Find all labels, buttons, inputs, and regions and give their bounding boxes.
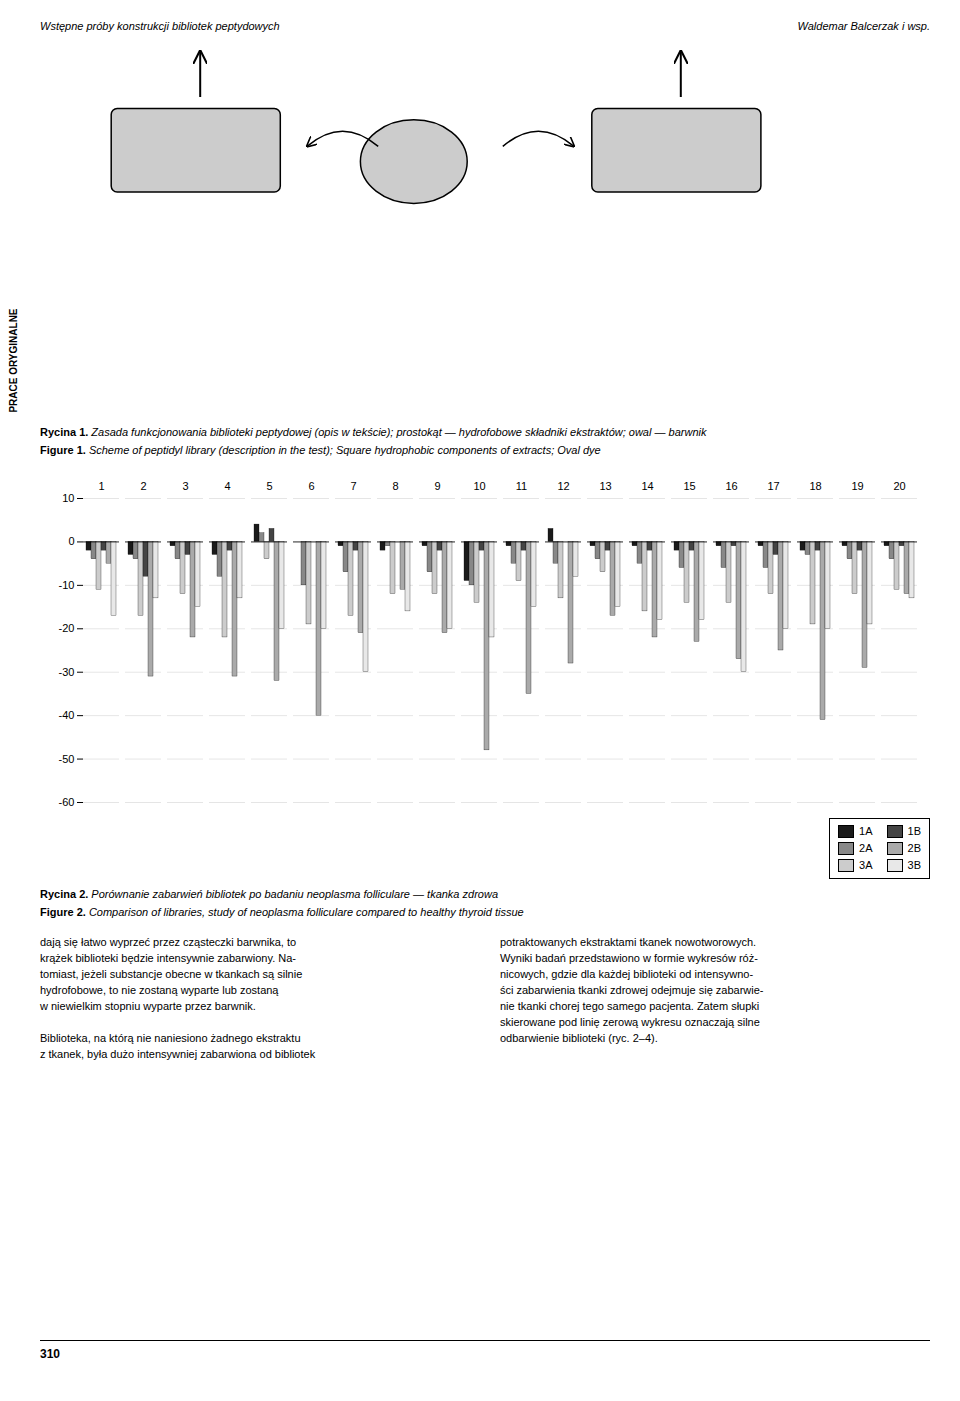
svg-text:13: 13 <box>599 479 611 491</box>
html-text:1B: 1B <box>907 825 921 838</box>
svg-text:5: 5 <box>266 479 272 491</box>
svg-text:-60: -60 <box>59 796 75 808</box>
svg-text:8: 8 <box>392 479 398 491</box>
svg-text:-10: -10 <box>59 579 75 591</box>
svg-text:10: 10 <box>62 492 74 504</box>
html-text:3A: 3A <box>859 859 873 872</box>
svg-text:9: 9 <box>434 479 440 491</box>
svg-text:3: 3 <box>182 479 188 491</box>
svg-text:6: 6 <box>308 479 314 491</box>
html-text:potraktowanych ekstraktami tka: potraktowanych ekstraktami tkanek nowotw… <box>500 936 764 1044</box>
html-text:1A: 1A <box>859 825 873 838</box>
svg-text:18: 18 <box>809 479 821 491</box>
svg-text:7: 7 <box>350 479 356 491</box>
svg-text:2: 2 <box>140 479 146 491</box>
svg-text:0: 0 <box>68 535 74 547</box>
svg-text:14: 14 <box>641 479 653 491</box>
html-text:2B: 2B <box>907 842 921 855</box>
svg-text:1: 1 <box>98 479 104 491</box>
svg-text:16: 16 <box>725 479 737 491</box>
html-text:Figure 1. Scheme of peptidyl l: Figure 1. Scheme of peptidyl library (de… <box>40 443 601 456</box>
html-text:310: 310 <box>40 1347 60 1361</box>
html-text:Wstępne próby konstrukcji bibl: Wstępne próby konstrukcji bibliotek pept… <box>40 20 280 32</box>
svg-text:17: 17 <box>767 479 779 491</box>
html-text:Rycina 2. Porównanie zabarwień: Rycina 2. Porównanie zabarwień bibliotek… <box>40 887 498 900</box>
svg-text:-40: -40 <box>59 709 75 721</box>
svg-text:20: 20 <box>893 479 905 491</box>
svg-text:12: 12 <box>557 479 569 491</box>
svg-text:11: 11 <box>516 479 527 491</box>
html-text:Figure 2. Comparison of librar: Figure 2. Comparison of libraries, study… <box>40 905 524 918</box>
svg-text:10: 10 <box>473 479 485 491</box>
html-text:2A: 2A <box>859 842 873 855</box>
svg-text:-20: -20 <box>59 622 75 634</box>
svg-text:15: 15 <box>683 479 695 491</box>
html-text:dają się łatwo wyprzeć przez c: dają się łatwo wyprzeć przez cząsteczki … <box>40 936 316 1060</box>
svg-text:19: 19 <box>851 479 863 491</box>
html-text:PRACE ORYGINALNE: PRACE ORYGINALNE <box>7 308 19 412</box>
svg-text:-50: -50 <box>59 752 75 764</box>
html-text:Waldemar Balcerzak i wsp.: Waldemar Balcerzak i wsp. <box>797 20 930 32</box>
svg-text:-30: -30 <box>59 665 75 677</box>
svg-text:4: 4 <box>224 479 230 491</box>
html-text:Rycina 1. Zasada funkcjonowani: Rycina 1. Zasada funkcjonowania bibliote… <box>40 426 707 438</box>
html-text:3B: 3B <box>907 859 921 872</box>
